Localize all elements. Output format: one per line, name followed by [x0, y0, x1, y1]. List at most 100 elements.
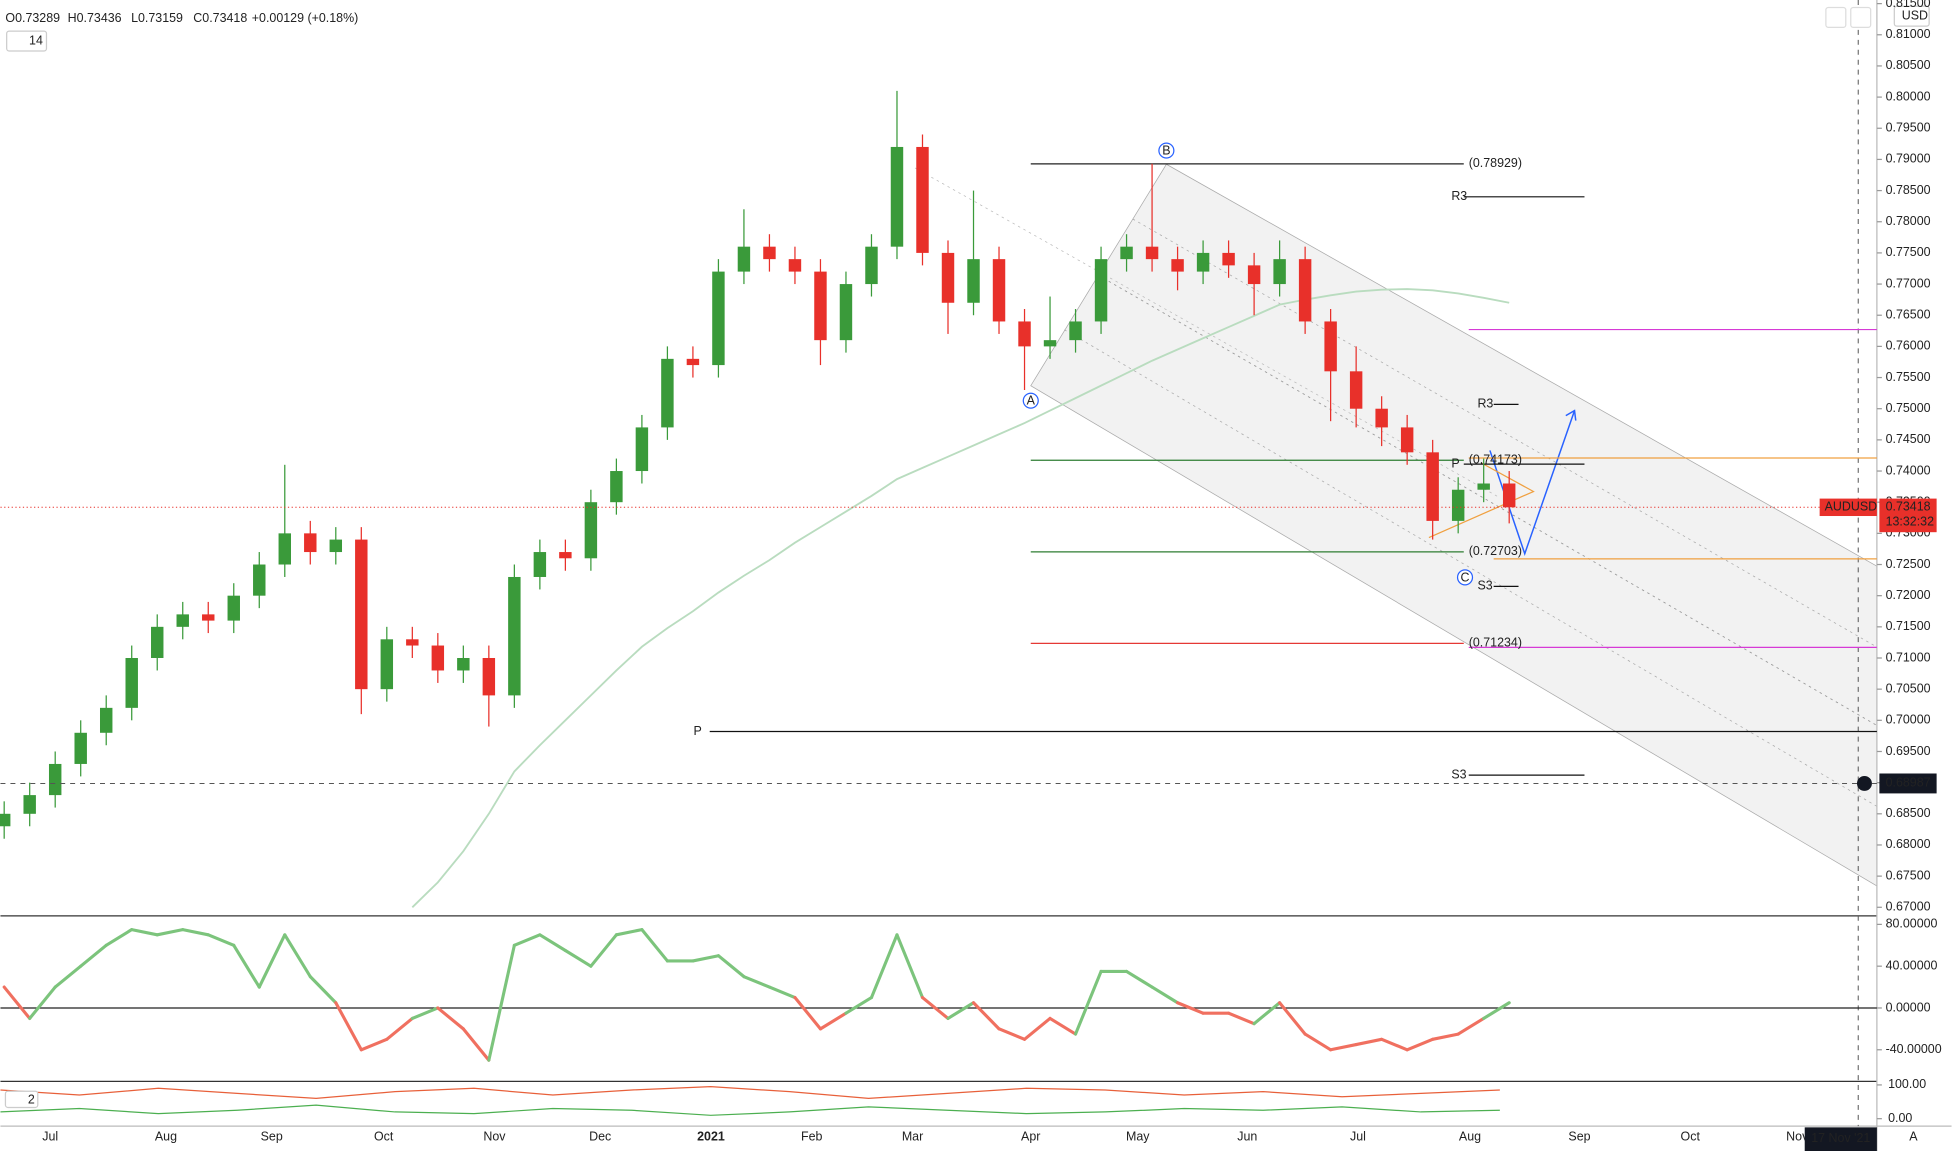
oscillator-segment	[946, 1001, 976, 1020]
candle-body	[584, 502, 598, 559]
oscillator-segment	[742, 975, 771, 989]
time-label: Dec	[589, 1130, 611, 1144]
candle-body	[1502, 483, 1516, 508]
candle-body	[686, 358, 700, 366]
download-button[interactable]	[1825, 6, 1847, 28]
candle-body	[788, 259, 802, 272]
fib-level-label: (0.78929)	[1469, 156, 1522, 170]
candle-body	[1451, 489, 1465, 521]
oscillator-segment	[512, 933, 542, 947]
candle-body	[125, 657, 138, 708]
candle-body	[712, 271, 725, 366]
oscillator-segment	[1278, 1001, 1307, 1036]
oscillator-segment	[1048, 1016, 1078, 1036]
oscillator-segment	[155, 928, 185, 937]
triangle	[1428, 462, 1535, 539]
stoch-line	[0, 1085, 1500, 1100]
y-tick-label: 100.00	[1888, 1077, 1926, 1091]
y-tick-label: 0.78000	[1886, 214, 1931, 228]
candle-body	[763, 246, 776, 260]
oscillator-segment	[844, 995, 874, 1015]
oscillator-segment	[487, 943, 516, 1062]
time-label: Oct	[374, 1130, 394, 1144]
candle-body	[839, 284, 853, 341]
time-label: Apr	[1021, 1130, 1040, 1144]
oscillator-segment	[1482, 1001, 1511, 1020]
currency-select[interactable]	[1893, 5, 1930, 27]
crosshair-price: 0.68987	[1886, 776, 1931, 790]
time-label: Sep	[1568, 1130, 1590, 1144]
candle-body	[1426, 452, 1439, 521]
countdown: 13:32:32	[1886, 515, 1934, 529]
candle-body	[559, 552, 572, 559]
auto-button[interactable]: A	[1909, 1130, 1918, 1144]
crosshair-price-bg	[1879, 773, 1937, 794]
oscillator-segment	[997, 1027, 1027, 1041]
candle-body	[1400, 427, 1414, 453]
candle-body	[329, 539, 343, 553]
oscillator-segment	[257, 933, 287, 989]
indicator-badge-text: 14	[29, 33, 43, 47]
candle-body	[661, 358, 674, 428]
fib-level-label: (0.72703)	[1469, 544, 1522, 558]
oscillator-segment	[410, 1006, 440, 1020]
y-tick-label: 0.74500	[1886, 432, 1931, 446]
oscillator-segment	[920, 995, 950, 1020]
oscillator-segment	[1227, 1011, 1256, 1026]
candle-body	[1298, 259, 1312, 322]
candle-body	[253, 564, 266, 596]
candle-body	[1273, 259, 1286, 285]
y-tick-label: 0.69500	[1886, 744, 1931, 758]
oscillator-segment	[1329, 1042, 1358, 1052]
oscillator-segment	[1073, 969, 1103, 1036]
oscillator-segment	[640, 928, 669, 963]
indicator-badge[interactable]	[6, 30, 48, 52]
symbol-label-bg	[1819, 498, 1877, 517]
oscillator-segment	[232, 943, 261, 989]
channel-line	[1064, 329, 1878, 807]
candle-body	[431, 645, 445, 671]
wave-label: A	[1027, 394, 1036, 408]
time-label: Oct	[1681, 1130, 1701, 1144]
candle-body	[380, 639, 394, 690]
candle-body	[967, 259, 980, 303]
oscillator-segment	[614, 928, 644, 937]
time-label: Aug	[155, 1130, 177, 1144]
oscillator-segment	[538, 933, 567, 953]
candle-body	[1477, 483, 1490, 490]
candle-body	[1043, 340, 1057, 347]
candle-body	[176, 614, 189, 627]
pivot-label: P	[694, 724, 702, 738]
oscillator-segment	[971, 1001, 1001, 1031]
wave-marker	[1158, 142, 1175, 159]
oscillator-segment	[1176, 1001, 1205, 1015]
ohlc-change: +0.00129 (+0.18%)	[252, 11, 359, 25]
candle-body	[1222, 252, 1235, 266]
y-tick-label: 0.72500	[1886, 557, 1931, 571]
candle-body	[1196, 252, 1210, 272]
y-tick-label: 0.81000	[1886, 27, 1931, 41]
y-tick-label: 80.00000	[1886, 917, 1938, 931]
oscillator-segment	[716, 954, 746, 979]
oscillator-segment	[1252, 1001, 1282, 1026]
channel-median	[1097, 274, 1878, 726]
candle-body	[48, 763, 62, 796]
y-tick-label: 0.75000	[1886, 401, 1931, 415]
fib-level-label: (0.74173)	[1469, 453, 1522, 467]
time-label: Jul	[42, 1130, 58, 1144]
candle-body	[1145, 246, 1159, 260]
candle-body	[1120, 246, 1133, 260]
settings-button[interactable]	[1850, 6, 1872, 28]
pivot-label: P	[1451, 456, 1459, 470]
moving-average	[411, 288, 1510, 908]
oscillator-segment	[1456, 1016, 1486, 1036]
time-label: Nov	[483, 1130, 506, 1144]
y-tick-label: 0.72000	[1886, 588, 1931, 602]
header: O0.73289 H0.73436 L0.73159 C0.73418 +0.0…	[5, 5, 1930, 1144]
y-tick-label: 0.00000	[1886, 1000, 1931, 1014]
pivot-label: S3	[1477, 579, 1492, 593]
oscillator-segment	[130, 928, 159, 937]
oscillator-segment	[1150, 985, 1180, 1005]
y-tick-label: 0.79000	[1886, 152, 1931, 166]
